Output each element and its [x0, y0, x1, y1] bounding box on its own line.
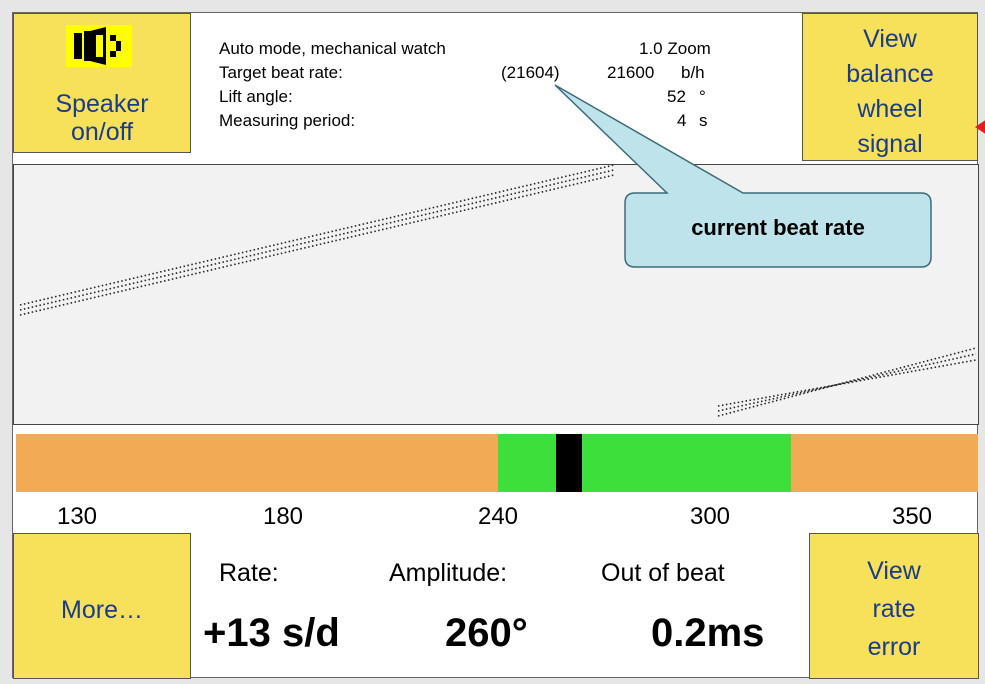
view-balance-wheel-signal-button[interactable]: View balance wheel signal	[802, 13, 978, 161]
current-beat-rate: (21604)	[501, 63, 560, 82]
speaker-toggle-button[interactable]: Speaker on/off	[13, 13, 191, 153]
scale-label: 350	[891, 503, 933, 530]
speaker-label-line-1: Speaker	[55, 90, 149, 118]
timegrapher-screen: Speaker on/off Auto mode, mechanical wat…	[12, 12, 985, 679]
target-beat-rate: 21600	[607, 63, 655, 82]
scale-label: 130	[56, 503, 98, 530]
rate-error-label-line-3: error	[867, 633, 921, 661]
lift-angle-value: 52	[667, 87, 686, 106]
rate-error-label-line-2: rate	[872, 595, 916, 623]
scale-label: 180	[262, 503, 304, 530]
speaker-button-label: Speaker on/off	[14, 90, 190, 146]
amplitude-marker	[555, 434, 582, 492]
more-button-label: More…	[61, 596, 143, 624]
scale-label: 240	[477, 503, 519, 530]
lift-angle-label: Lift angle:	[219, 87, 293, 106]
measuring-period-value: 4	[677, 111, 687, 130]
scale-label: 300	[689, 503, 731, 530]
settings-info-panel: Auto mode, mechanical watch 1.0 Zoom Tar…	[219, 37, 779, 133]
amplitude-label: Amplitude:	[389, 559, 508, 587]
beat-rate-callout	[554, 84, 932, 268]
rate-error-label-line-1: View	[867, 557, 921, 585]
mode-text: Auto mode, mechanical watch	[219, 39, 446, 58]
beat-trace-line	[19, 165, 615, 306]
speaker-icon	[66, 25, 132, 67]
balance-label-line-2: balance	[846, 60, 934, 88]
view-rate-error-button[interactable]: View rate error	[809, 533, 979, 679]
balance-label-line-1: View	[863, 25, 917, 53]
speaker-label-line-2: on/off	[70, 118, 134, 146]
rate-label: Rate:	[219, 559, 279, 587]
amplitude-bar	[16, 434, 978, 492]
beat-error-value: 0.2ms	[651, 611, 765, 655]
lift-angle-unit: °	[699, 87, 706, 106]
callout-text: current beat rate	[691, 215, 865, 240]
beat-rate-label: Target beat rate:	[219, 63, 343, 82]
beat-trace-line	[19, 169, 615, 311]
red-arrow-indicator	[975, 119, 985, 135]
measuring-period-label: Measuring period:	[219, 111, 356, 130]
beat-trace-line	[717, 353, 977, 412]
beat-rate-unit: b/h	[681, 63, 705, 82]
beat-trace-line	[19, 174, 615, 316]
amplitude-good-range	[498, 434, 791, 492]
beat-error-label: Out of beat	[601, 559, 725, 587]
balance-label-line-3: wheel	[857, 95, 923, 123]
rate-value: +13 s/d	[203, 611, 340, 655]
measuring-period-unit: s	[699, 111, 708, 130]
zoom-text: 1.0 Zoom	[639, 39, 711, 58]
amplitude-value: 260°	[445, 611, 528, 655]
more-button[interactable]: More…	[13, 533, 191, 679]
balance-label-line-4: signal	[857, 130, 923, 158]
